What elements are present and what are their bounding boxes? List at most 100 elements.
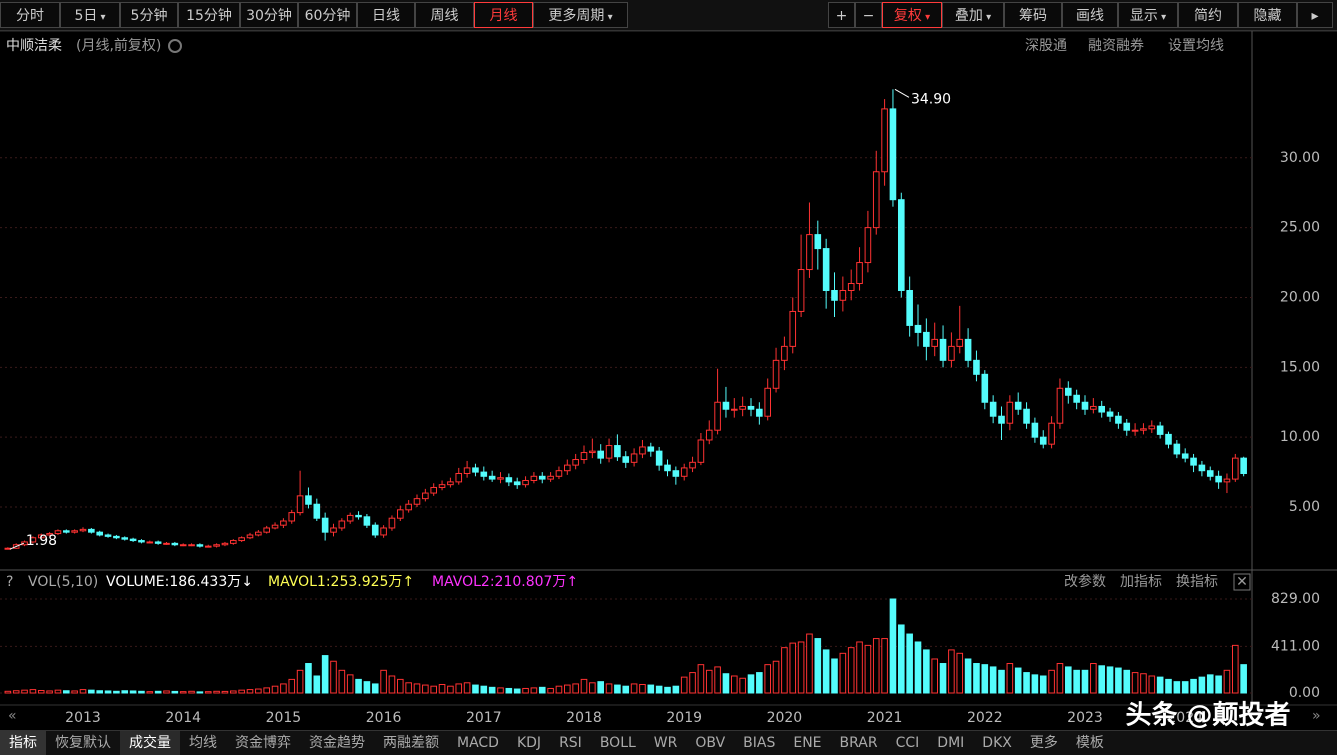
indicator-tab[interactable]: RSI (559, 735, 582, 751)
volume-bar (547, 687, 554, 694)
tool-button[interactable]: 复权 (882, 2, 942, 28)
period-button[interactable]: 日线 (357, 2, 415, 28)
candle-body (1039, 436, 1047, 445)
volume-bar (923, 649, 930, 694)
tool-button[interactable]: 显示 (1118, 2, 1178, 28)
indicator-tab[interactable]: DKX (982, 735, 1012, 751)
candle-body (639, 446, 646, 455)
tool-button[interactable]: 简约 (1178, 2, 1238, 28)
volume-bar (964, 658, 972, 694)
volume-bar (1023, 672, 1030, 694)
indicator-tab[interactable]: CCI (895, 735, 920, 751)
candle-body (422, 492, 429, 500)
candle-body (1140, 428, 1147, 431)
volume-bar (739, 677, 746, 694)
period-button[interactable]: 30分钟 (240, 2, 298, 28)
indicator-tab[interactable]: MACD (457, 735, 499, 751)
candle-body (163, 542, 170, 545)
indicator-tab[interactable]: 均线 (189, 735, 217, 751)
period-button[interactable]: 5日 (60, 2, 120, 28)
tool-button[interactable]: 画线 (1062, 2, 1118, 28)
volume-bar (647, 684, 655, 694)
indicator-tab[interactable]: BOLL (599, 735, 636, 751)
volume-bar (171, 690, 179, 694)
candle-body (1223, 478, 1231, 483)
volume-bar (1232, 644, 1239, 694)
indicator-tab[interactable]: 成交量 (120, 731, 180, 755)
indicator-tab[interactable]: ENE (793, 735, 822, 751)
volume-bar (680, 676, 688, 694)
volume-bar (781, 647, 788, 694)
indicator-tab[interactable]: BIAS (743, 735, 776, 751)
period-button[interactable]: 周线 (415, 2, 474, 28)
indicator-tab[interactable]: KDJ (516, 735, 542, 751)
period-button[interactable]: 15分钟 (178, 2, 240, 28)
volume-bar (196, 691, 204, 694)
candle-body (705, 429, 713, 441)
y-tick-label: 10.00 (1280, 429, 1320, 445)
volume-bar (697, 664, 705, 694)
indicator-tab[interactable]: 指标 (0, 731, 46, 755)
indicator-tab[interactable]: WR (653, 735, 678, 751)
volume-bar (872, 638, 880, 694)
volume-bar (313, 675, 321, 694)
volume-bar (488, 686, 496, 694)
tool-button[interactable]: − (855, 2, 882, 28)
indicator-tab[interactable]: DMI (937, 735, 965, 751)
tool-button[interactable]: + (828, 2, 855, 28)
tool-button[interactable]: 隐藏 (1238, 2, 1297, 28)
volume-bar (413, 683, 421, 694)
candle-body (430, 486, 437, 494)
volume-bar (772, 660, 780, 694)
volume-bar (564, 684, 571, 694)
candle-body (839, 289, 847, 301)
candle-body (731, 408, 738, 411)
volume-bar (138, 690, 145, 694)
candle-body (906, 289, 913, 326)
volume-bar (639, 683, 646, 694)
indicator-tab[interactable]: OBV (695, 735, 726, 751)
indicator-tab[interactable]: 两融差额 (383, 735, 439, 751)
collapse-button[interactable]: ▸ (1297, 2, 1333, 28)
volume-bar (764, 664, 772, 694)
tool-button[interactable]: 叠加 (942, 2, 1004, 28)
candle-body (505, 477, 513, 483)
period-button[interactable]: 更多周期 (533, 2, 628, 28)
candle-body (355, 514, 362, 518)
candle-body (1090, 405, 1097, 410)
period-button[interactable]: 分时 (0, 2, 60, 28)
candle-body (822, 248, 830, 291)
candle-body (872, 171, 880, 229)
tool-button[interactable]: 筹码 (1004, 2, 1062, 28)
candle-body (288, 512, 296, 522)
period-button[interactable]: 5分钟 (120, 2, 178, 28)
indicator-tab[interactable]: 资金趋势 (309, 735, 365, 751)
indicator-tab[interactable]: 资金博弈 (235, 735, 291, 751)
top-link: 融资融券 (1088, 38, 1144, 54)
candle-body (1190, 457, 1197, 466)
candle-body (739, 405, 746, 410)
y-tick-label: 30.00 (1280, 150, 1320, 166)
volume-bar (4, 690, 12, 694)
candle-body (1173, 443, 1181, 455)
indicator-tab[interactable]: 模板 (1075, 735, 1104, 751)
candle-body (1014, 401, 1022, 410)
indicator-tab[interactable]: 更多 (1029, 735, 1058, 751)
candle-body (179, 544, 187, 547)
period-button[interactable]: 月线 (474, 2, 533, 28)
indicator-tab[interactable]: BRAR (839, 735, 878, 751)
candle-body (630, 453, 638, 463)
candle-body (154, 541, 162, 544)
help-icon: ? (6, 574, 13, 590)
volume-bar (513, 688, 521, 694)
period-button[interactable]: 60分钟 (298, 2, 357, 28)
volume-bar (397, 678, 404, 694)
watermark: 头条 @颠投者 (1125, 701, 1290, 731)
candle-body (722, 401, 730, 410)
scroll-left: « (8, 708, 17, 724)
volume-bar (931, 658, 939, 694)
volume-bar (1073, 669, 1080, 694)
indicator-tab[interactable]: 恢复默认 (55, 735, 111, 751)
candle-body (680, 467, 688, 477)
volume-bar (321, 655, 329, 694)
